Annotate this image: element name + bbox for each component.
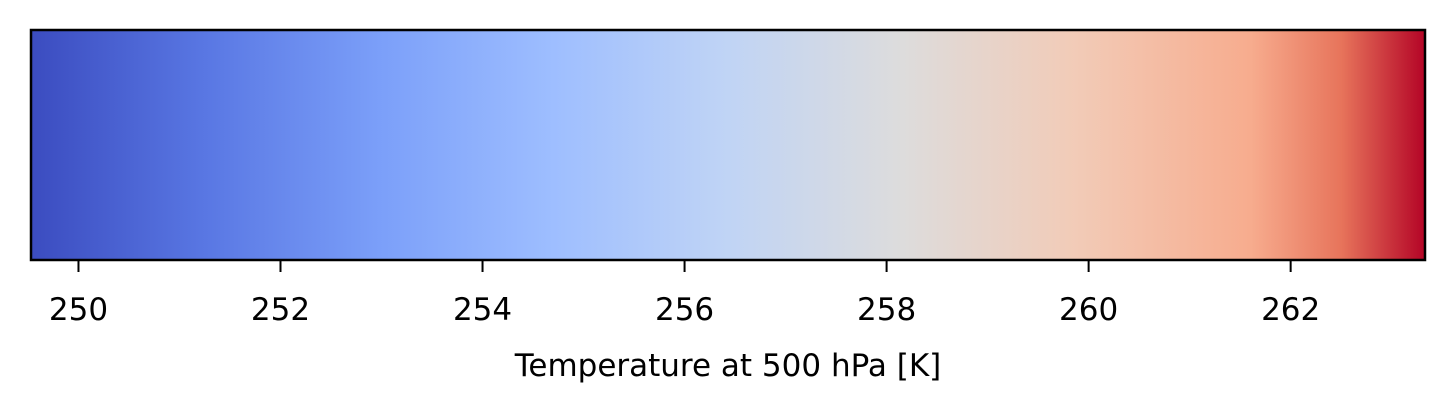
x-tick-label-254: 254 [453,292,512,328]
colorbar-frame [29,28,1427,262]
x-tick-label-250: 250 [49,292,108,328]
x-tick-label-262: 262 [1261,292,1320,328]
x-tick-label-258: 258 [857,292,916,328]
x-axis-ticks: 250 252 254 256 258 260 262 [49,260,1320,328]
x-tick-label-252: 252 [251,292,310,328]
x-axis-label: Temperature at 500 hPa [K] [514,348,942,384]
x-tick-label-256: 256 [655,292,714,328]
colorbar [31,30,1425,260]
x-tick-label-260: 260 [1059,292,1118,328]
